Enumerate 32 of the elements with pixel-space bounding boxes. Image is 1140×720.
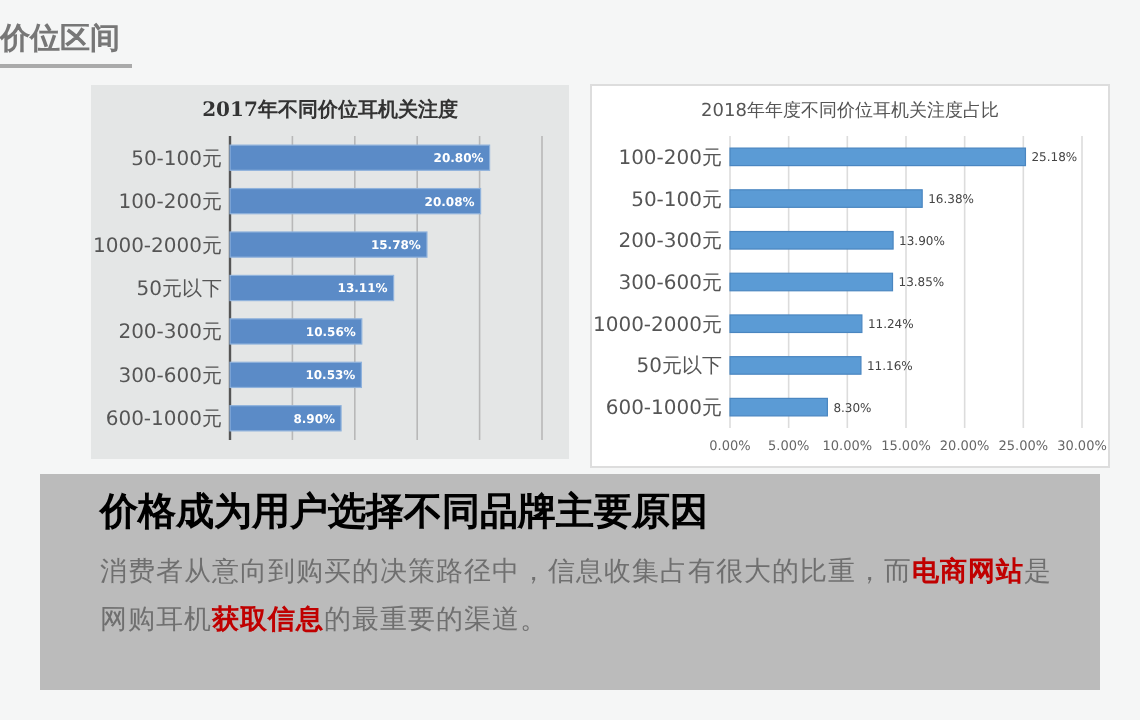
text: 价格成为用户选择不同品牌主要原因 xyxy=(100,488,710,538)
bar xyxy=(229,187,482,215)
bar xyxy=(729,397,828,417)
bar xyxy=(229,274,395,302)
y-tick-label: 600-1000元 xyxy=(105,409,222,432)
y-tick-label: 50元以下 xyxy=(136,277,222,301)
y-tick-label: 300-600元 xyxy=(118,365,222,388)
bar xyxy=(729,314,863,334)
bar xyxy=(229,231,428,258)
bar xyxy=(229,361,363,389)
y-tick-label: 200-300元 xyxy=(618,231,722,254)
chart-title: 2018年年度不同价位耳机关注度占比 xyxy=(701,100,999,122)
y-tick-label: 50-100元 xyxy=(631,189,722,212)
bar xyxy=(729,230,894,250)
y-tick-label: 100-200元 xyxy=(118,192,222,215)
text: 消费者从意向到购买的决策路径中，信息收集占有很大的比重，而电商网站是网购耳机获取信息的最重要的渠道。 xyxy=(100,556,1052,636)
bar xyxy=(229,405,342,432)
bar xyxy=(229,144,491,171)
y-tick-label: 50元以下 xyxy=(636,354,722,379)
y-tick-label: 100-200元 xyxy=(618,147,722,170)
y-tick-label: 1000-2000元 xyxy=(92,235,222,258)
y-tick-label: 1000-2000元 xyxy=(592,314,722,337)
y-tick-label: 600-1000元 xyxy=(605,398,722,421)
bar xyxy=(729,272,894,292)
bar xyxy=(729,147,1027,167)
chart-title: 2017年不同价位耳机关注度 xyxy=(202,98,458,122)
bar xyxy=(729,356,862,375)
bar xyxy=(729,189,923,208)
y-tick-label: 50-100元 xyxy=(131,148,222,171)
y-tick-label: 300-600元 xyxy=(618,273,722,295)
y-tick-label: 200-300元 xyxy=(118,322,222,345)
bar xyxy=(229,318,363,345)
